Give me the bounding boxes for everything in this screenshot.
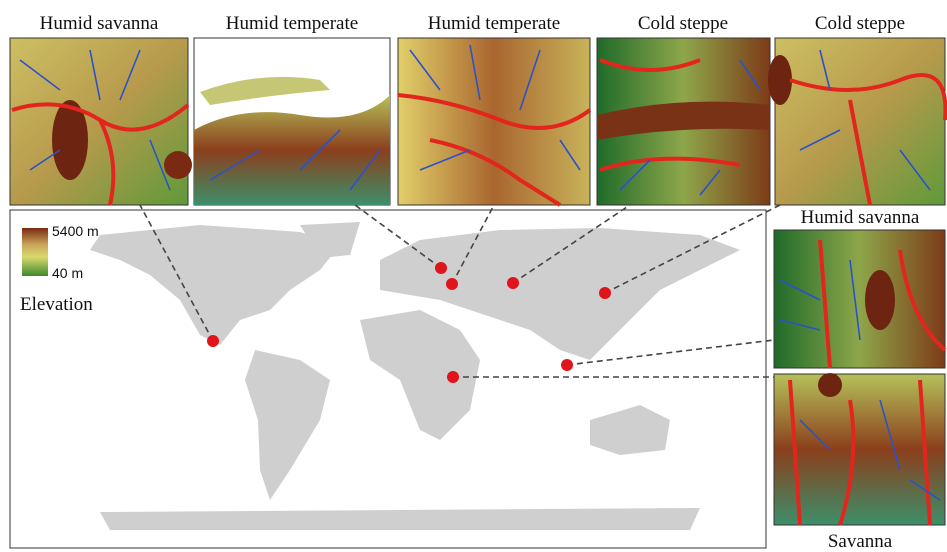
figure: Humid savanna Humid temperate Humid temp… [0,0,947,552]
tile [774,230,945,368]
legend-max: 5400 m [52,223,99,239]
tile-label: Cold steppe [815,13,905,34]
tile-label: Humid savanna [801,207,920,228]
tile-label: Savanna [828,531,893,552]
tile-label: Humid savanna [40,13,159,34]
tile [774,373,945,525]
color-bar [22,228,48,276]
tile-label: Humid temperate [226,13,358,34]
tile [768,38,945,205]
tile-label: Humid temperate [428,13,560,34]
tile [194,38,390,205]
world-map [10,210,766,548]
legend-title: Elevation [20,294,93,315]
tile [10,38,192,205]
tile [398,38,590,205]
legend-min: 40 m [52,265,83,281]
tile [597,38,770,205]
tile-label: Cold steppe [638,13,728,34]
